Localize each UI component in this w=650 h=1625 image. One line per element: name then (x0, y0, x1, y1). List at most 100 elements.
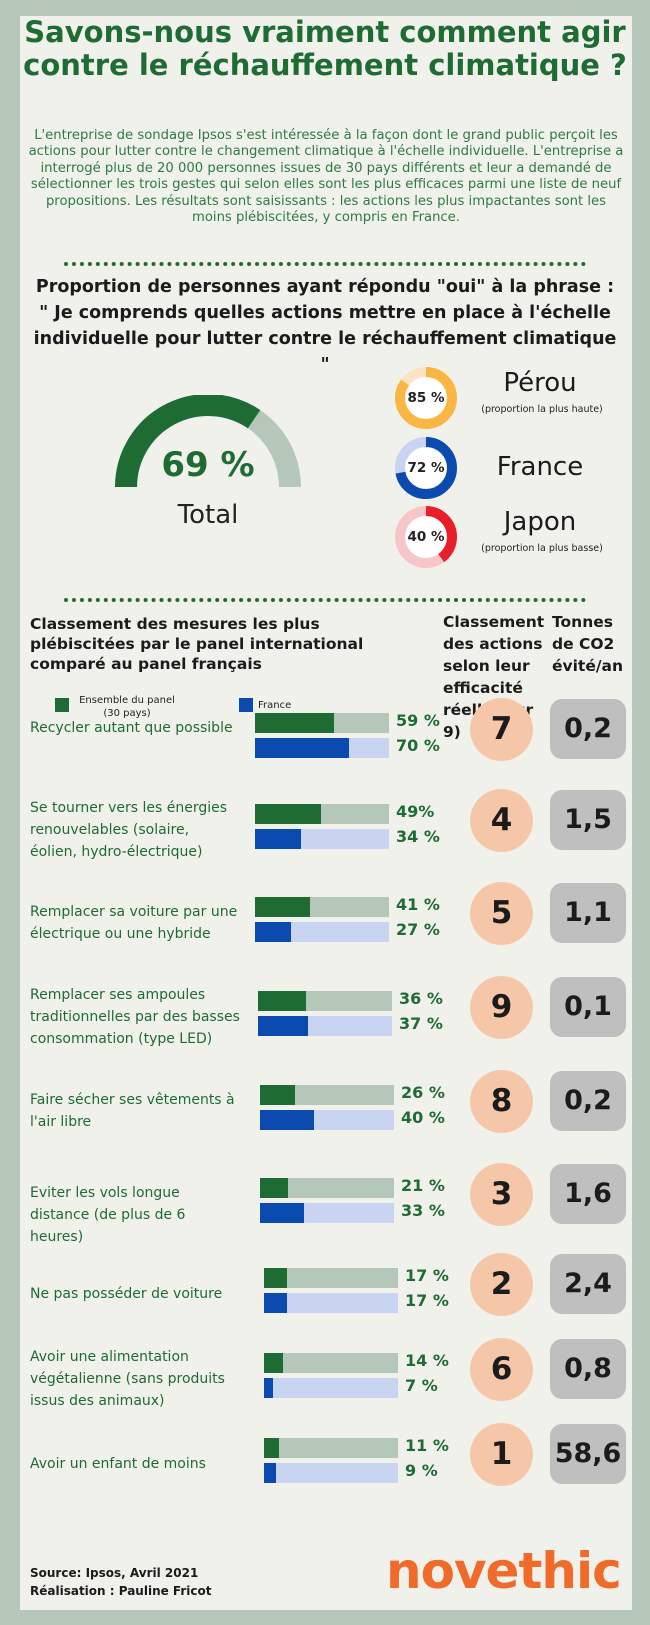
panel-bar (255, 897, 310, 917)
france-bar (255, 829, 301, 849)
donut-value: 85 % (407, 390, 445, 406)
co2-value: 1,6 (550, 1164, 626, 1224)
france-bar (260, 1110, 314, 1130)
panel-pct: 14 % (405, 1351, 449, 1370)
efficiency-rank: 6 (470, 1338, 533, 1401)
france-pct: 40 % (401, 1108, 445, 1127)
efficiency-rank: 9 (470, 976, 533, 1039)
france-bar-track (260, 1203, 394, 1223)
panel-bar-track (258, 991, 392, 1011)
source-credit: Source: Ipsos, Avril 2021 Réalisation : … (30, 1564, 212, 1600)
co2-value: 58,6 (550, 1424, 626, 1484)
gauge-fill (115, 395, 261, 488)
france-pct: 17 % (405, 1291, 449, 1310)
total-label: Total (177, 500, 239, 530)
efficiency-rank: 5 (470, 882, 533, 945)
measure-label: Se tourner vers les énergies renouvelabl… (30, 800, 228, 860)
co2-value: 0,2 (550, 699, 626, 759)
panel-pct: 17 % (405, 1266, 449, 1285)
legend-france-label: France (258, 700, 292, 711)
legend-panel-swatch (55, 698, 69, 712)
france-bar-track (255, 829, 389, 849)
donut-fill (395, 437, 457, 499)
novethic-logo: novethic (386, 1542, 622, 1600)
page-title: Savons-nous vraiment comment agir contre… (23, 15, 627, 82)
panel-bar-track (264, 1353, 398, 1373)
dotted-divider (64, 262, 586, 266)
intro-paragraph: L'entreprise de sondage Ipsos s'est inté… (28, 128, 624, 226)
panel-pct: 36 % (399, 989, 443, 1008)
france-bar-track (255, 738, 389, 758)
measure-label: Avoir un enfant de moins (30, 1456, 206, 1472)
country-note: (proportion la plus haute) (481, 404, 603, 415)
panel-bar-track (255, 713, 389, 733)
panel-bar (255, 804, 321, 824)
panel-pct: 26 % (401, 1083, 445, 1102)
panel-bar-track (255, 897, 389, 917)
co2-value: 1,5 (550, 790, 626, 850)
france-pct: 33 % (401, 1201, 445, 1220)
donut-value: 72 % (407, 460, 445, 476)
efficiency-rank: 7 (470, 698, 533, 761)
co2-value: 2,4 (550, 1254, 626, 1314)
co2-column-header: Tonnes de CO2 évité/an (552, 613, 624, 675)
panel-bar (264, 1353, 283, 1373)
france-pct: 70 % (396, 736, 440, 755)
co2-value: 0,8 (550, 1339, 626, 1399)
efficiency-rank: 4 (470, 789, 533, 852)
france-pct: 27 % (396, 920, 440, 939)
france-bar (255, 738, 349, 758)
panel-bar (264, 1438, 279, 1458)
country-name: Japon (503, 507, 577, 537)
efficiency-rank: 2 (470, 1253, 533, 1316)
country-name: France (496, 452, 584, 482)
donut-japon (395, 506, 457, 568)
country-note: (proportion la plus basse) (481, 543, 603, 554)
measure-label: Remplacer ses ampoules traditionnelles p… (30, 987, 240, 1047)
panel-bar-track (260, 1085, 394, 1105)
co2-value: 1,1 (550, 883, 626, 943)
france-bar-track (255, 922, 389, 942)
question-title: Proportion de personnes ayant répondu "o… (33, 277, 617, 375)
panel-bar-track (264, 1268, 398, 1288)
measure-label: Avoir une alimentation végétalienne (san… (30, 1349, 225, 1409)
efficiency-rank: 8 (470, 1070, 533, 1133)
france-bar-track (264, 1463, 398, 1483)
efficiency-rank: 1 (470, 1423, 533, 1486)
ranking-section-title: Classement des mesures les plus plébisci… (30, 615, 364, 673)
panel-bar (260, 1085, 295, 1105)
efficiency-rank: 3 (470, 1163, 533, 1226)
france-bar-track (264, 1293, 398, 1313)
donut-fill (395, 367, 457, 429)
donut-france (395, 437, 457, 499)
legend-france-swatch (239, 698, 253, 712)
country-name: Pérou (503, 368, 577, 398)
france-pct: 9 % (405, 1461, 438, 1480)
total-value: 69 % (161, 445, 255, 485)
measure-label: Recycler autant que possible (30, 720, 233, 736)
panel-bar-track (255, 804, 389, 824)
measure-label: Faire sécher ses vêtements à l'air libre (30, 1092, 235, 1130)
france-bar (260, 1203, 305, 1223)
france-bar-track (258, 1016, 392, 1036)
panel-pct: 41 % (396, 895, 440, 914)
france-bar (264, 1463, 277, 1483)
panel-bar (255, 713, 335, 733)
dotted-divider (64, 598, 586, 602)
france-bar-track (264, 1378, 398, 1398)
panel-pct: 49% (396, 802, 435, 821)
measure-label: Ne pas posséder de voiture (30, 1286, 223, 1302)
france-bar (264, 1378, 274, 1398)
co2-value: 0,2 (550, 1071, 626, 1131)
france-pct: 37 % (399, 1014, 443, 1033)
panel-bar (264, 1268, 287, 1288)
france-pct: 34 % (396, 827, 440, 846)
france-bar-track (260, 1110, 394, 1130)
panel-bar (258, 991, 307, 1011)
panel-bar (260, 1178, 289, 1198)
co2-value: 0,1 (550, 977, 626, 1037)
measure-label: Remplacer sa voiture par une électrique … (30, 904, 238, 942)
panel-pct: 21 % (401, 1176, 445, 1195)
france-bar (258, 1016, 308, 1036)
donut-pérou (395, 367, 457, 429)
